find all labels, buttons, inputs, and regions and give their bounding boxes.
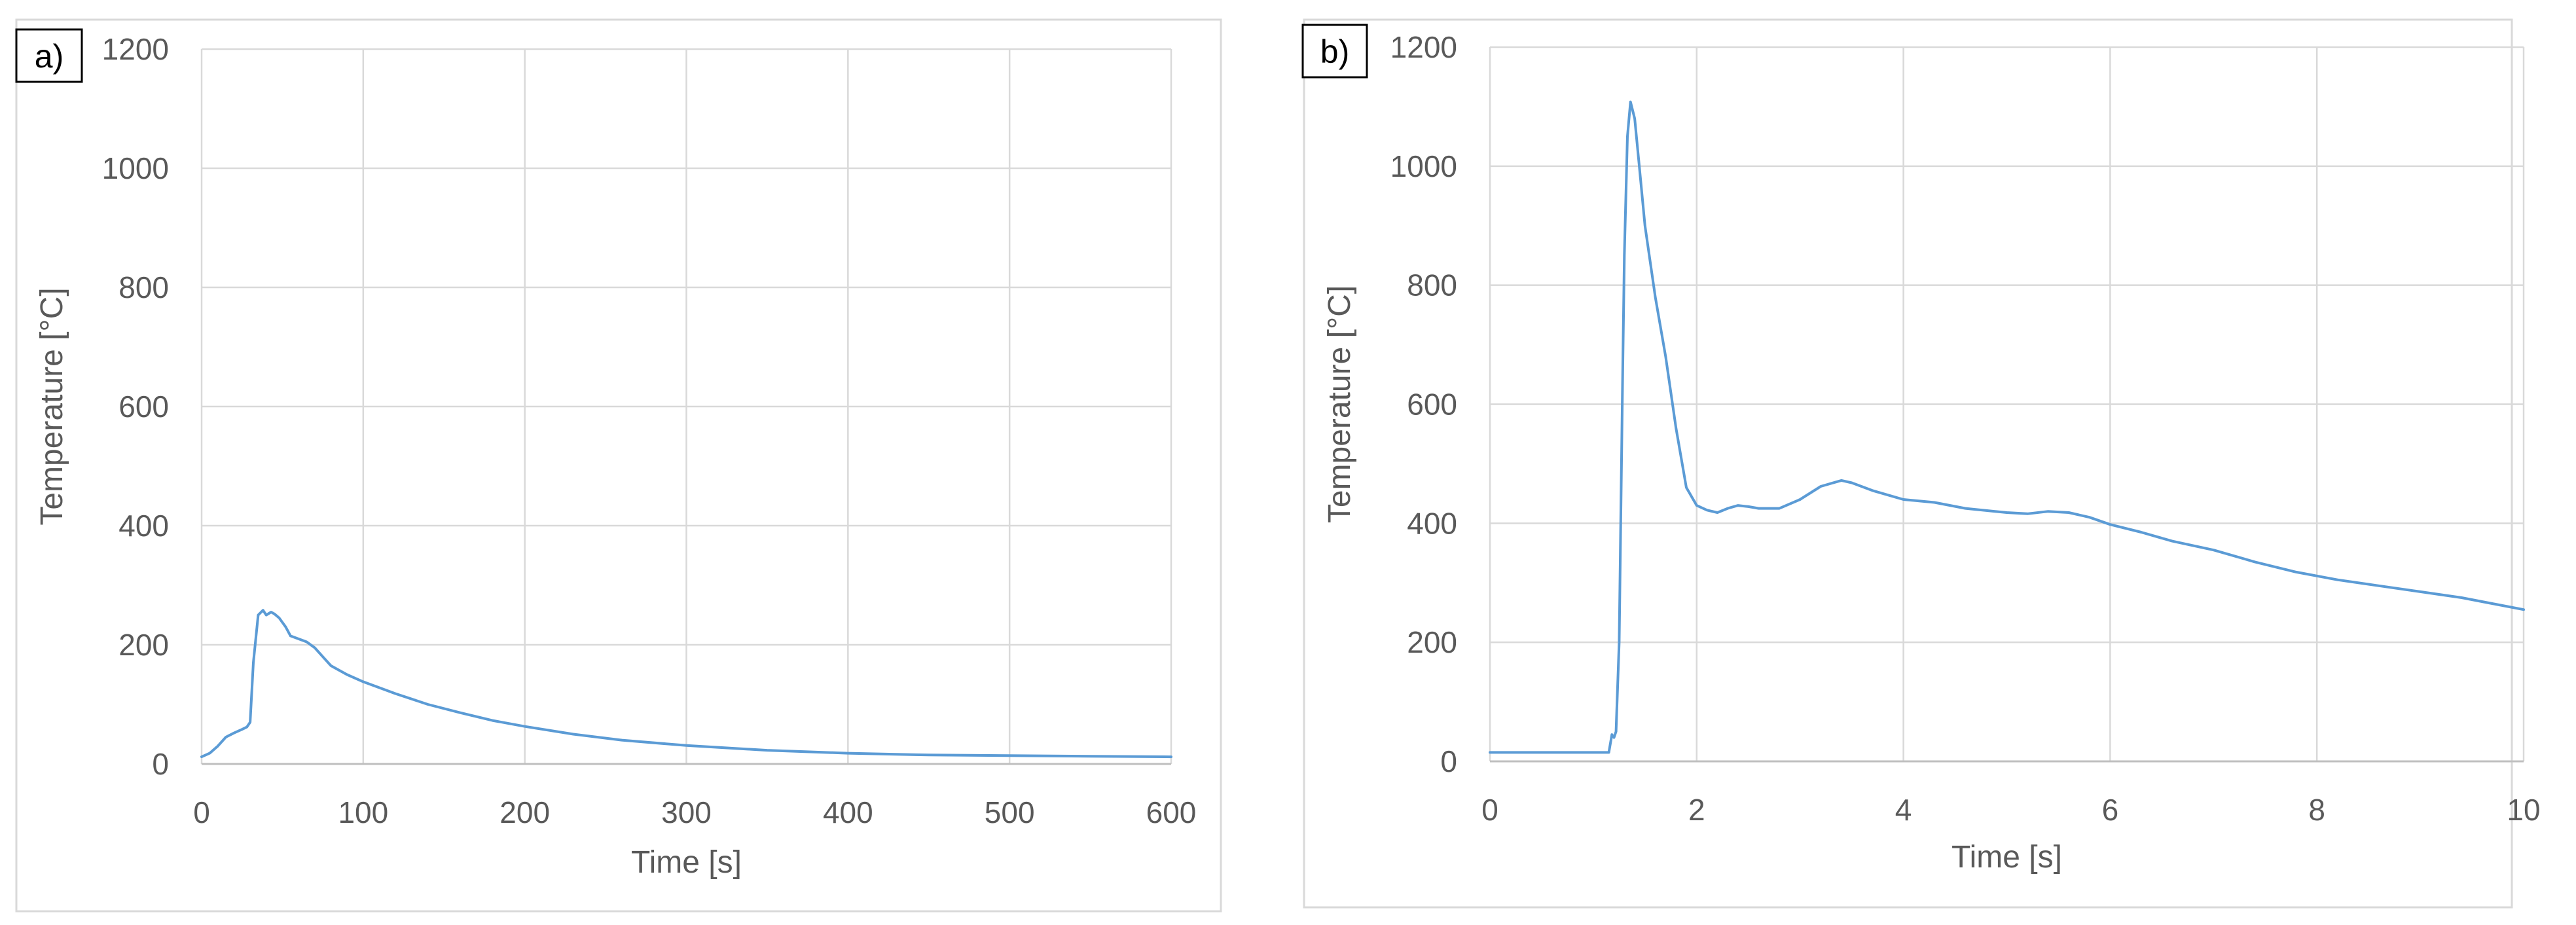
y-tick-label: 1200 [1390,30,1457,64]
x-tick-label: 600 [1146,795,1197,829]
x-tick-label: 100 [338,795,388,829]
x-tick-label: 8 [2308,793,2325,827]
y-tick-label: 1200 [102,32,169,66]
x-tick-label: 4 [1895,793,1912,827]
y-tick-label: 200 [1407,625,1457,659]
x-tick-label: 2 [1688,793,1705,827]
y-axis-title: Temperature [°C] [1322,285,1357,523]
chart-panel-b: 0 200 400 600 800 1000 1200 0 2 4 6 8 10 Time [s] Temp… [1301,18,2541,909]
series-line [1489,100,2525,754]
panel-label-box [1301,24,1368,79]
x-tick-label: 400 [823,795,873,829]
y-tick-label: 1000 [1390,149,1457,183]
y-tick-label: 400 [118,509,169,543]
y-tick-label: 0 [152,747,169,781]
y-tick-label: 400 [1407,506,1457,540]
x-tick-label: 0 [193,795,210,829]
panel-label: a) [35,38,63,75]
x-axis-title: Time [s] [1951,840,2062,875]
y-tick-label: 0 [1440,744,1457,778]
x-tick-label: 0 [1481,793,1498,827]
x-axis-title: Time [s] [631,845,742,880]
y-tick-label: 600 [1407,388,1457,422]
x-tick-label: 200 [499,795,550,829]
panel-label: b) [1320,33,1349,70]
y-tick-label: 600 [118,390,169,424]
x-tick-label: 10 [2507,793,2540,827]
x-tick-label: 500 [985,795,1035,829]
y-tick-label: 1000 [102,151,169,185]
chart-frame [15,18,1222,913]
y-axis-title: Temperature [°C] [35,287,69,525]
chart-frame [1303,18,2513,909]
y-tick-label: 800 [1407,268,1457,302]
y-tick-label: 200 [118,628,169,662]
x-tick-label: 300 [661,795,712,829]
chart-panel-a: 0 200 400 600 800 1000 1200 0 100 200 300 400 500 600… [15,18,1222,913]
x-tick-label: 6 [2102,793,2119,827]
y-tick-label: 800 [118,270,169,304]
panel-label-box [15,28,83,83]
series-line [200,609,1172,759]
